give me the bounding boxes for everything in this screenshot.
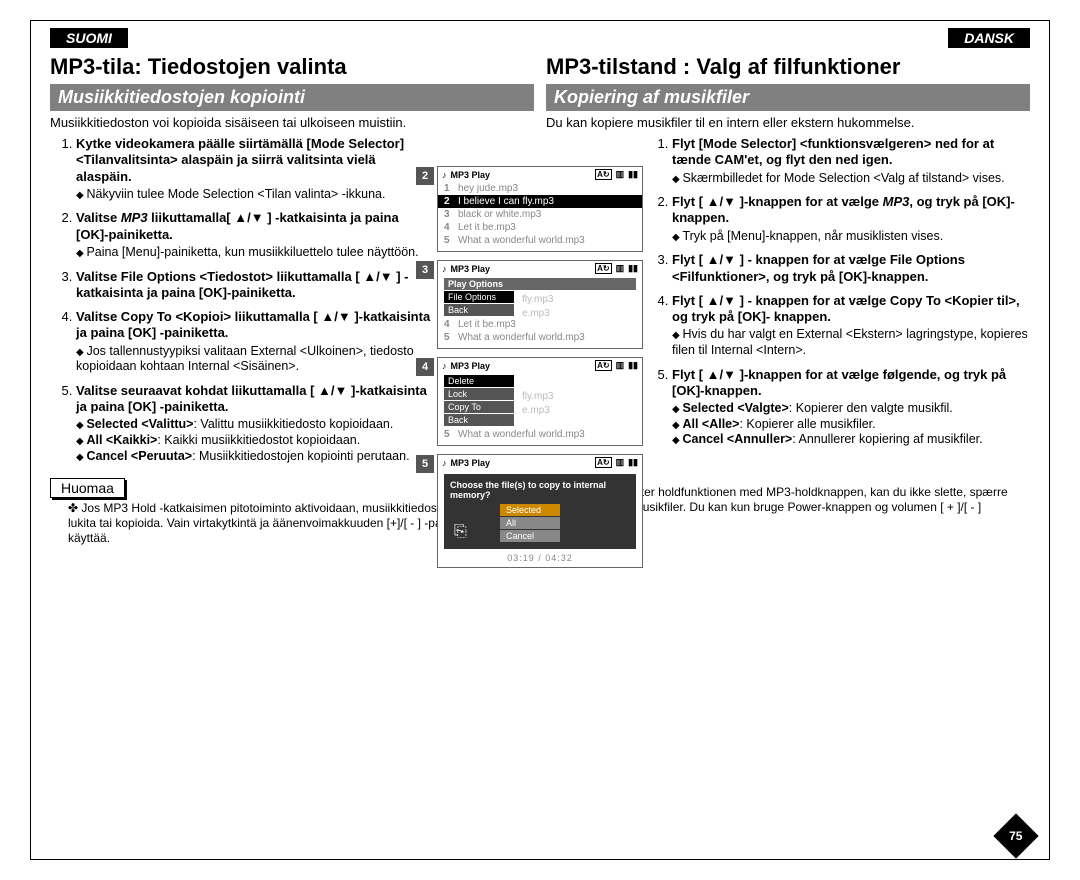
screen-5: 5 ♪MP3 PlayA↻▥▮▮ Choose the file(s) to c… [437, 454, 643, 568]
step: Flyt [Mode Selector] <funktionsvælgeren>… [672, 136, 1030, 186]
intro-right: Du kan kopiere musikfiler til en intern … [546, 115, 1030, 130]
step: Valitse Copy To <Kopioi> liikuttamalla [… [76, 309, 434, 375]
title-left: MP3-tila: Tiedostojen valinta [50, 54, 534, 80]
screen-2: 2 ♪MP3 PlayA↻▥▮▮ 1hey jude.mp3 2I believ… [437, 166, 643, 252]
copy-icon: ⎘ [454, 523, 467, 541]
lang-tab-dansk: DANSK [948, 28, 1030, 48]
step: Flyt [ ▲/▼ ]-knappen for at vælge følgen… [672, 367, 1030, 448]
step: Valitse seuraavat kohdat liikuttamalla [… [76, 383, 434, 464]
subtitle-left: Musiikkitiedostojen kopiointi [50, 84, 534, 111]
note-icon: ♪ [442, 361, 447, 371]
note-label-left: Huomaa [50, 478, 125, 498]
device-screenshots: 2 ♪MP3 PlayA↻▥▮▮ 1hey jude.mp3 2I believ… [437, 166, 643, 568]
lang-bar-right: DANSK [546, 28, 1030, 48]
intro-left: Musiikkitiedoston voi kopioida sisäiseen… [50, 115, 534, 130]
title-right: MP3-tilstand : Valg af filfunktioner [546, 54, 1030, 80]
note-icon: ♪ [442, 170, 447, 180]
step: Flyt [ ▲/▼ ] - knappen for at vælge Copy… [672, 293, 1030, 359]
copy-dialog: Choose the file(s) to copy to internal m… [444, 474, 636, 549]
step: Kytke videokamera päälle siirtämällä [Mo… [76, 136, 434, 202]
screen-number: 2 [416, 167, 434, 185]
steps-left: Kytke videokamera päälle siirtämällä [Mo… [50, 136, 434, 464]
lang-bar-left: SUOMI [50, 28, 534, 48]
step: Valitse MP3 liikuttamalla[ ▲/▼ ] -katkai… [76, 210, 434, 260]
sub-options: Selected <Valgte>: Kopierer den valgte m… [672, 401, 1030, 448]
battery-icon: ▮▮ [628, 169, 638, 180]
repeat-icon: A↻ [595, 169, 611, 180]
sub-options: Selected <Valittu>: Valittu musiikkitied… [76, 417, 434, 464]
lang-tab-suomi: SUOMI [50, 28, 128, 48]
step: Valitse File Options <Tiedostot> liikutt… [76, 269, 434, 302]
screen-number: 4 [416, 358, 434, 376]
screen-number: 3 [416, 261, 434, 279]
note-icon: ♪ [442, 264, 447, 274]
step: Flyt [ ▲/▼ ] - knappen for at vælge File… [672, 252, 1030, 285]
screen-number: 5 [416, 455, 434, 473]
storage-icon: ▥ [616, 169, 625, 180]
page-number: 75 [993, 813, 1038, 858]
screen-4: 4 ♪MP3 PlayA↻▥▮▮ Delete Lock fly.mp3 Cop… [437, 357, 643, 446]
screen-3: 3 ♪MP3 PlayA↻▥▮▮ Play Options File Optio… [437, 260, 643, 349]
note-icon: ♪ [442, 458, 447, 468]
steps-right: Flyt [Mode Selector] <funktionsvælgeren>… [646, 136, 1030, 448]
step: Flyt [ ▲/▼ ]-knappen for at vælge MP3, o… [672, 194, 1030, 244]
subtitle-right: Kopiering af musikfiler [546, 84, 1030, 111]
